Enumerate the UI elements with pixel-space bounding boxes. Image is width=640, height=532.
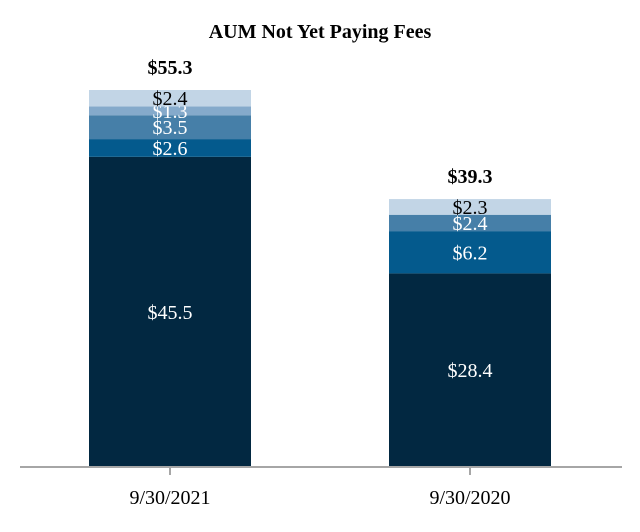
bar-total-label: $55.3 xyxy=(148,57,193,79)
segment-data-label: $3.5 xyxy=(153,117,188,139)
segment-data-label: $2.6 xyxy=(153,138,188,160)
segment-data-label: $28.4 xyxy=(448,360,493,382)
bars-layer: $45.5$2.6$3.5$1.3$2.4$55.3$28.4$6.2$2.4$… xyxy=(89,57,551,467)
segment-data-label: $2.4 xyxy=(153,88,188,110)
bar-segment xyxy=(389,273,551,467)
bar-total-label: $39.3 xyxy=(448,166,493,188)
x-tick-label: 9/30/2020 xyxy=(429,487,510,509)
segment-data-label: $6.2 xyxy=(453,242,488,264)
bar-segment xyxy=(89,90,251,107)
bar-segment xyxy=(89,106,251,116)
x-axis-ticks: 9/30/2021 9/30/2020 xyxy=(129,467,511,509)
bar-segment xyxy=(89,156,251,467)
segment-data-label: $2.3 xyxy=(453,197,488,219)
bar-segment xyxy=(389,214,551,232)
segment-data-label: $45.5 xyxy=(148,302,193,324)
bar-segment xyxy=(89,139,251,157)
x-tick-label: 9/30/2021 xyxy=(129,487,210,509)
bar-segment xyxy=(389,231,551,274)
bar-segment xyxy=(389,199,551,215)
chart-title: AUM Not Yet Paying Fees xyxy=(209,21,432,43)
bar-segment xyxy=(89,115,251,140)
segment-data-label: $2.4 xyxy=(453,213,488,235)
